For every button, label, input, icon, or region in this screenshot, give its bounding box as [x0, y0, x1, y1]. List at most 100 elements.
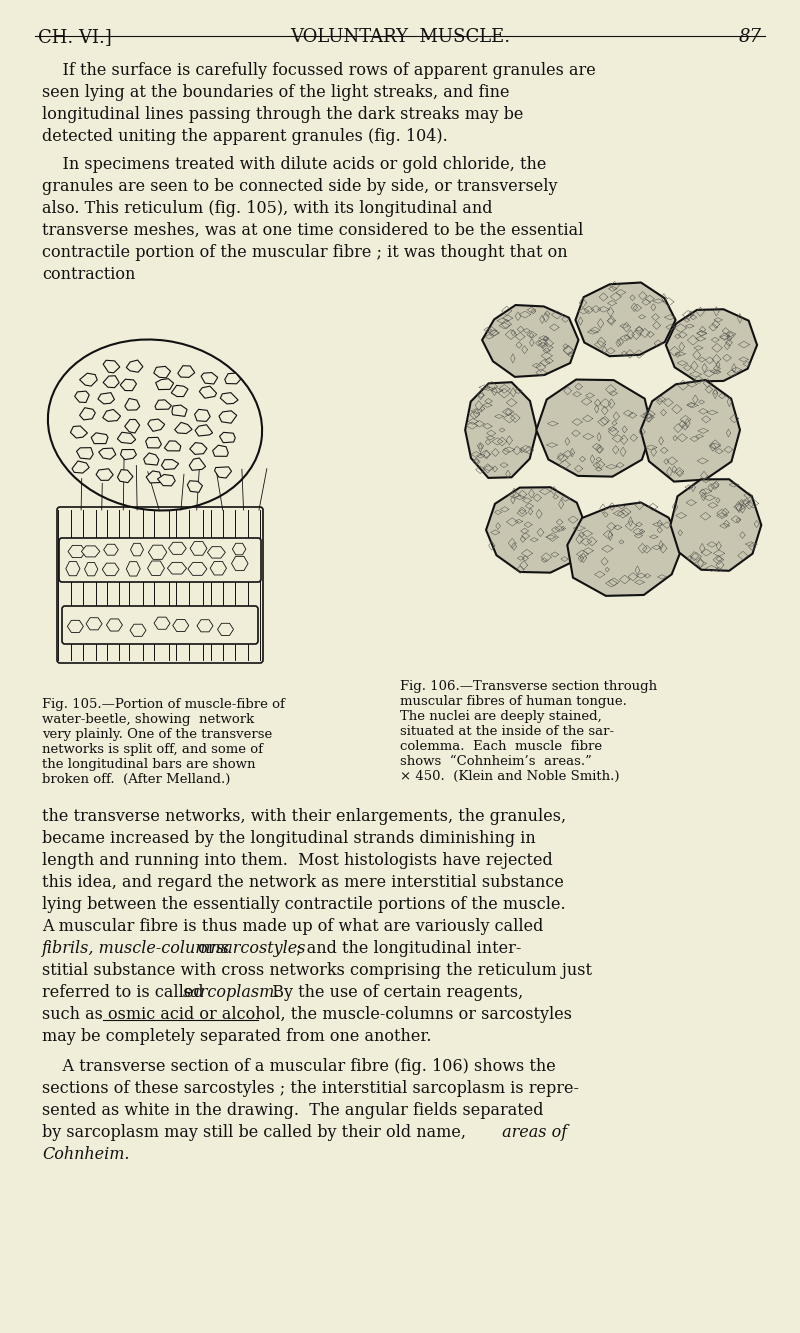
Text: If the surface is carefully focussed rows of apparent granules are: If the surface is carefully focussed row… — [42, 63, 596, 79]
Polygon shape — [102, 563, 119, 576]
FancyBboxPatch shape — [59, 539, 261, 583]
Text: fibrils, muscle-columns: fibrils, muscle-columns — [42, 940, 230, 957]
Polygon shape — [146, 437, 162, 448]
Polygon shape — [567, 503, 683, 596]
Polygon shape — [74, 391, 90, 403]
Text: broken off.  (After Melland.): broken off. (After Melland.) — [42, 773, 230, 786]
Text: very plainly. One of the transverse: very plainly. One of the transverse — [42, 728, 272, 741]
Polygon shape — [98, 393, 114, 404]
Polygon shape — [220, 393, 238, 404]
Polygon shape — [190, 443, 207, 455]
Text: the longitudinal bars are shown: the longitudinal bars are shown — [42, 758, 255, 770]
FancyBboxPatch shape — [62, 607, 258, 644]
Text: Fig. 106.—Transverse section through: Fig. 106.—Transverse section through — [400, 680, 657, 693]
Polygon shape — [190, 541, 207, 556]
Ellipse shape — [48, 340, 262, 511]
Text: ; and the longitudinal inter-: ; and the longitudinal inter- — [291, 940, 522, 957]
Polygon shape — [666, 309, 757, 381]
Text: water-beetle, showing  network: water-beetle, showing network — [42, 713, 254, 726]
Polygon shape — [171, 385, 188, 396]
Polygon shape — [465, 383, 537, 479]
Text: The nuclei are deeply stained,: The nuclei are deeply stained, — [400, 710, 602, 722]
Text: became increased by the longitudinal strands diminishing in: became increased by the longitudinal str… — [42, 830, 536, 846]
Polygon shape — [98, 448, 116, 460]
Polygon shape — [172, 405, 187, 416]
Polygon shape — [125, 399, 140, 411]
Text: sarcoplasm.: sarcoplasm. — [183, 984, 280, 1001]
Polygon shape — [86, 617, 102, 629]
Text: VOLUNTARY  MUSCLE.: VOLUNTARY MUSCLE. — [290, 28, 510, 47]
Text: also. This reticulum (fig. 105), with its longitudinal and: also. This reticulum (fig. 105), with it… — [42, 200, 493, 217]
Text: such as osmic acid or alcohol, the muscle-columns or sarcostyles: such as osmic acid or alcohol, the muscl… — [42, 1006, 572, 1022]
Text: this idea, and regard the network as mere interstitial substance: this idea, and regard the network as mer… — [42, 874, 564, 890]
Polygon shape — [144, 453, 159, 465]
Polygon shape — [70, 427, 87, 439]
Polygon shape — [536, 380, 652, 477]
Text: the transverse networks, with their enlargements, the granules,: the transverse networks, with their enla… — [42, 808, 566, 825]
Polygon shape — [219, 432, 235, 443]
Polygon shape — [82, 547, 100, 557]
Polygon shape — [148, 419, 165, 432]
Polygon shape — [641, 380, 740, 481]
Polygon shape — [103, 376, 119, 388]
Polygon shape — [149, 545, 166, 560]
Polygon shape — [195, 425, 213, 436]
Text: Cohnheim.: Cohnheim. — [42, 1146, 130, 1162]
Polygon shape — [77, 448, 93, 459]
Text: transverse meshes, was at one time considered to be the essential: transverse meshes, was at one time consi… — [42, 223, 583, 239]
Polygon shape — [199, 387, 217, 399]
Polygon shape — [147, 561, 165, 576]
Polygon shape — [210, 561, 226, 575]
Polygon shape — [66, 561, 80, 576]
Polygon shape — [104, 544, 118, 555]
Polygon shape — [130, 624, 146, 636]
Polygon shape — [79, 408, 95, 420]
Text: In specimens treated with dilute acids or gold chloride, the: In specimens treated with dilute acids o… — [42, 156, 546, 173]
Polygon shape — [482, 305, 578, 377]
Polygon shape — [169, 543, 186, 555]
Polygon shape — [120, 379, 137, 391]
Text: length and running into them.  Most histologists have rejected: length and running into them. Most histo… — [42, 852, 553, 869]
Text: granules are seen to be connected side by side, or transversely: granules are seen to be connected side b… — [42, 179, 558, 195]
Polygon shape — [72, 461, 89, 473]
Text: 87: 87 — [739, 28, 762, 47]
Polygon shape — [154, 617, 170, 629]
Text: contractile portion of the muscular fibre ; it was thought that on: contractile portion of the muscular fibr… — [42, 244, 568, 261]
Polygon shape — [190, 459, 206, 471]
Polygon shape — [146, 471, 162, 483]
Text: by sarcoplasm may still be called by their old name,: by sarcoplasm may still be called by the… — [42, 1124, 466, 1141]
Text: sarcostyles: sarcostyles — [216, 940, 306, 957]
Polygon shape — [231, 556, 248, 571]
Polygon shape — [174, 423, 192, 433]
Polygon shape — [575, 283, 675, 356]
Polygon shape — [188, 563, 207, 576]
Polygon shape — [213, 445, 228, 456]
Polygon shape — [197, 620, 213, 632]
Text: longitudinal lines passing through the dark streaks may be: longitudinal lines passing through the d… — [42, 107, 523, 123]
Text: CH. VI.]: CH. VI.] — [38, 28, 112, 47]
Polygon shape — [91, 433, 108, 444]
Text: shows  “Cohnheim’s  areas.”: shows “Cohnheim’s areas.” — [400, 754, 592, 768]
Text: detected uniting the apparent granules (fig. 104).: detected uniting the apparent granules (… — [42, 128, 448, 145]
Polygon shape — [118, 432, 136, 444]
Polygon shape — [68, 545, 86, 557]
Text: stitial substance with cross networks comprising the reticulum just: stitial substance with cross networks co… — [42, 962, 592, 978]
Polygon shape — [156, 379, 174, 389]
Polygon shape — [167, 563, 186, 575]
Polygon shape — [178, 365, 194, 377]
Polygon shape — [165, 441, 181, 451]
Text: × 450.  (Klein and Noble Smith.): × 450. (Klein and Noble Smith.) — [400, 770, 619, 782]
Text: sections of these sarcostyles ; the interstitial sarcoplasm is repre-: sections of these sarcostyles ; the inte… — [42, 1080, 579, 1097]
Polygon shape — [173, 620, 189, 632]
Polygon shape — [670, 480, 762, 571]
Polygon shape — [130, 544, 143, 556]
Polygon shape — [158, 475, 175, 485]
Text: may be completely separated from one another.: may be completely separated from one ano… — [42, 1028, 431, 1045]
Polygon shape — [155, 400, 171, 409]
Polygon shape — [233, 544, 246, 555]
Polygon shape — [67, 620, 83, 632]
Polygon shape — [118, 469, 133, 483]
Polygon shape — [225, 373, 241, 384]
Text: muscular fibres of human tongue.: muscular fibres of human tongue. — [400, 694, 627, 708]
Polygon shape — [121, 449, 137, 460]
